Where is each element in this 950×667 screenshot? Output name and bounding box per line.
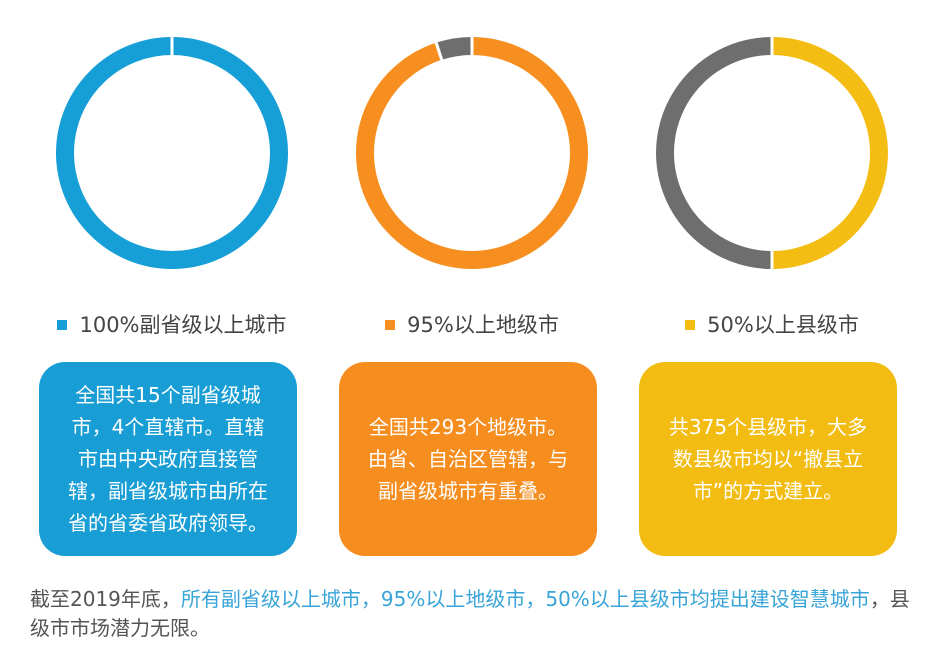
summary-text-highlight: 所有副省级以上城市，95%以上地级市，50%以上县级市均提出建设智慧城市 (180, 587, 870, 611)
legend-3: 50%以上县级市 (627, 307, 917, 343)
info-card-text-2: 全国共293个地级市。由省、自治区管辖，与副省级城市有重叠。 (368, 415, 568, 503)
donut-chart-3 (656, 36, 888, 270)
summary-text-part-2: ，县级市市场潜力无限。 (30, 587, 910, 640)
donut-2-slice-1 (356, 37, 588, 269)
legend-label-1: 100%副省级以上城市 (79, 312, 287, 337)
legend-swatch-1 (57, 320, 68, 330)
info-card-2: 全国共293个地级市。由省、自治区管辖，与副省级城市有重叠。 (339, 362, 597, 556)
legend-1: 100%副省级以上城市 (27, 307, 317, 343)
legend-swatch-3 (685, 320, 696, 330)
chart-panel-1: 100%副省级以上城市 全国共15个副省级城市，4个直辖市。直辖市由中央政府直接… (27, 0, 317, 570)
legend-label-3: 50%以上县级市 (707, 312, 859, 337)
summary-text-part-1: 截至2019年底， (30, 587, 181, 611)
info-card-3: 共375个县级市，大多数县级市均以“撤县立市”的方式建立。 (639, 362, 897, 556)
donut-chart-2 (356, 36, 588, 269)
legend-2: 95%以上地级市 (327, 307, 617, 343)
donut-chart-1 (56, 36, 288, 269)
donut-1-slice-1 (56, 37, 288, 269)
summary-text: 截至2019年底，所有副省级以上城市，95%以上地级市，50%以上县级市均提出建… (30, 585, 920, 643)
info-card-text-1: 全国共15个副省级城市，4个直辖市。直辖市由中央政府直接管辖，副省级城市由所在省… (68, 383, 268, 535)
chart-panel-2: 95%以上地级市 全国共293个地级市。由省、自治区管辖，与副省级城市有重叠。 (327, 0, 617, 570)
donut-2-separator-2 (434, 41, 444, 62)
legend-label-2: 95%以上地级市 (407, 312, 559, 337)
chart-panel-3: 50%以上县级市 共375个县级市，大多数县级市均以“撤县立市”的方式建立。 (627, 0, 917, 570)
donut-2-slice-2 (436, 37, 472, 60)
donut-3-slice-2 (656, 37, 772, 269)
info-card-1: 全国共15个副省级城市，4个直辖市。直辖市由中央政府直接管辖，副省级城市由所在省… (39, 362, 297, 556)
legend-swatch-2 (385, 320, 396, 330)
info-card-text-3: 共375个县级市，大多数县级市均以“撤县立市”的方式建立。 (668, 415, 868, 503)
donut-3-slice-1 (772, 37, 888, 269)
